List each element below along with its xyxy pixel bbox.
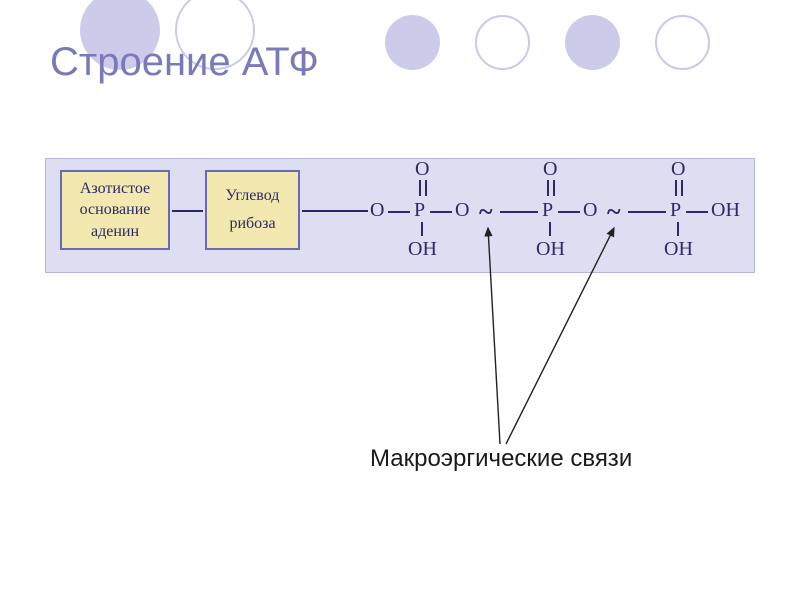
box-line: аденин	[91, 221, 139, 243]
bond-line	[430, 211, 452, 213]
deco-circle	[475, 15, 530, 70]
sugar-box: Углевод рибоза	[205, 170, 300, 250]
chem-OH: OH	[664, 238, 693, 261]
connector-line	[172, 210, 203, 212]
chem-OH: OH	[408, 238, 437, 261]
macroergic-label: Макроэргические связи	[370, 445, 632, 473]
macroergic-bond-icon: ~	[479, 197, 493, 227]
bond-line	[677, 222, 679, 236]
box-line: основание	[80, 199, 151, 221]
box-line: Углевод	[226, 185, 280, 207]
chem-O: O	[671, 158, 685, 181]
bond-line	[421, 222, 423, 236]
bond-line	[549, 222, 551, 236]
deco-circle	[565, 15, 620, 70]
connector-line	[302, 210, 368, 212]
chem-OH: OH	[536, 238, 565, 261]
bond-line	[628, 211, 666, 213]
chem-P: P	[670, 199, 681, 222]
bond-line	[686, 211, 708, 213]
double-bond	[675, 180, 677, 196]
chem-O: O	[455, 199, 469, 222]
box-line: рибоза	[229, 213, 275, 235]
chem-OH: OH	[711, 199, 740, 222]
page-title: Строение АТФ	[50, 40, 319, 85]
chem-O: O	[370, 199, 384, 222]
pointer-arrow	[0, 0, 800, 600]
chem-O: O	[415, 158, 429, 181]
macroergic-bond-icon: ~	[607, 197, 621, 227]
chem-O: O	[543, 158, 557, 181]
bond-line	[558, 211, 580, 213]
double-bond	[425, 180, 427, 196]
double-bond	[419, 180, 421, 196]
bond-line	[388, 211, 410, 213]
box-line: Азотистое	[80, 178, 150, 200]
double-bond	[553, 180, 555, 196]
double-bond	[681, 180, 683, 196]
chem-P: P	[414, 199, 425, 222]
deco-circle	[655, 15, 710, 70]
chem-O: O	[583, 199, 597, 222]
nitrogen-base-box: Азотистое основание аденин	[60, 170, 170, 250]
deco-circle	[385, 15, 440, 70]
double-bond	[547, 180, 549, 196]
bond-line	[500, 211, 538, 213]
chem-P: P	[542, 199, 553, 222]
